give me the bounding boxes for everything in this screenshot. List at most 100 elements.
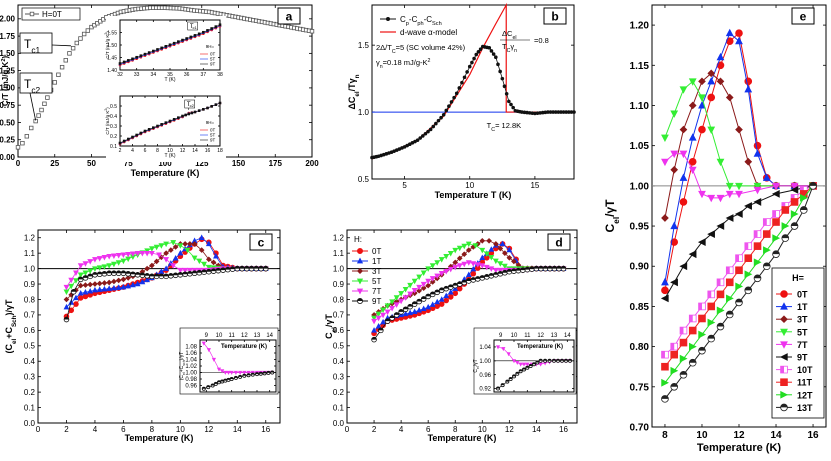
x-tick-label: 10 (478, 425, 487, 434)
data-point (375, 315, 382, 322)
data-point (497, 271, 503, 274)
data-point (398, 291, 405, 297)
y-tick-label: 0.4 (24, 357, 36, 366)
data-point (443, 292, 450, 299)
data-point (791, 222, 798, 227)
data-point (206, 269, 212, 272)
data-point (403, 306, 409, 310)
legend-label: 9T (797, 353, 808, 363)
data-point (101, 285, 108, 292)
data-point (152, 49, 155, 53)
data-point (661, 362, 669, 371)
data-point (497, 245, 504, 252)
label-part: 2 (1, 59, 7, 62)
inset-x-label: T (K) (164, 153, 175, 159)
annotation-gap: 2Δ/TC=5 (SC volume 42%) (376, 43, 466, 55)
x-tick-label: 4 (399, 425, 404, 434)
data-point (234, 376, 238, 378)
data-point (679, 150, 688, 159)
data-point (389, 315, 395, 319)
inset-legend-label: 9T (210, 138, 216, 143)
data-point (215, 268, 221, 271)
data-point (448, 284, 454, 288)
data-point (754, 274, 761, 279)
data-point (538, 362, 543, 367)
data-point (456, 245, 463, 252)
data-point (156, 124, 159, 128)
data-point (143, 129, 147, 133)
y-tick-label: 1.20 (630, 21, 650, 32)
data-point (725, 214, 734, 222)
data-point (253, 266, 259, 269)
data-point (164, 45, 168, 48)
data-point (420, 281, 427, 288)
data-point (434, 298, 441, 305)
legend-label: 1T (372, 257, 381, 266)
annotation-gamma: γn=0.18 mJ/g-K2 (376, 58, 431, 70)
data-point (688, 101, 697, 110)
data-point (101, 264, 108, 270)
x-tick-label: 175 (269, 159, 283, 168)
data-point (726, 294, 734, 303)
data-point (525, 362, 530, 367)
data-point (96, 286, 103, 292)
data-point (135, 272, 141, 275)
data-point (772, 210, 777, 218)
data-point (679, 354, 688, 363)
y-tick-label: 0.3 (333, 372, 345, 381)
data-point (77, 272, 84, 279)
data-point (716, 194, 725, 203)
data-point (63, 58, 68, 63)
data-point (226, 370, 231, 375)
data-point (744, 286, 752, 291)
data-point (187, 241, 193, 247)
data-point (434, 273, 441, 280)
data-point (688, 133, 697, 141)
data-point (214, 25, 218, 28)
data-point (226, 378, 231, 380)
data-point (380, 318, 386, 325)
label-part: c2 (31, 85, 40, 95)
data-point (73, 301, 79, 307)
data-point (45, 95, 50, 100)
data-point (763, 218, 767, 226)
panel-e-label: e (791, 7, 815, 25)
data-point (77, 290, 84, 296)
label-part: C (392, 49, 396, 55)
data-point (244, 266, 250, 269)
panel-d: 0 2 4 6 8 10 12 14 16 0.0 0.1 0.2 0.3 0.4 0.5 0.6 0.7 0.8… (324, 229, 578, 443)
data-point (163, 265, 170, 271)
data-point (192, 270, 197, 274)
data-point (407, 282, 414, 289)
data-point (763, 246, 771, 255)
data-point (452, 283, 458, 286)
data-point (185, 37, 188, 40)
x-tick-label: 4 (93, 425, 98, 434)
data-point (127, 59, 130, 62)
data-point (144, 250, 151, 257)
y-tick-label: 0.3 (24, 372, 36, 381)
data-point (426, 129, 430, 134)
data-point (716, 158, 725, 167)
data-point (501, 383, 505, 386)
y-tick-label: 1.2 (333, 234, 345, 243)
data-point (87, 281, 94, 288)
inset-bg (179, 327, 279, 395)
label-part: -C (424, 15, 433, 24)
data-point (460, 80, 464, 85)
series-13T (661, 182, 817, 403)
data-point (670, 238, 679, 246)
data-point (131, 57, 134, 61)
data-point (181, 38, 184, 42)
label-part: C (491, 127, 495, 133)
label-part: =0.18 mJ/g-K (383, 58, 428, 67)
series-9T (118, 101, 222, 145)
y-tick-label: 1.50 (107, 43, 117, 49)
legend-title: H: (354, 235, 362, 244)
y-tick-label: 1.0 (358, 108, 370, 117)
label-part: n (354, 74, 361, 78)
y-tick-label: 0.5 (358, 175, 370, 184)
y-tick-label: 0.9 (333, 280, 345, 289)
data-point (506, 269, 512, 272)
label-part: n (514, 48, 517, 54)
